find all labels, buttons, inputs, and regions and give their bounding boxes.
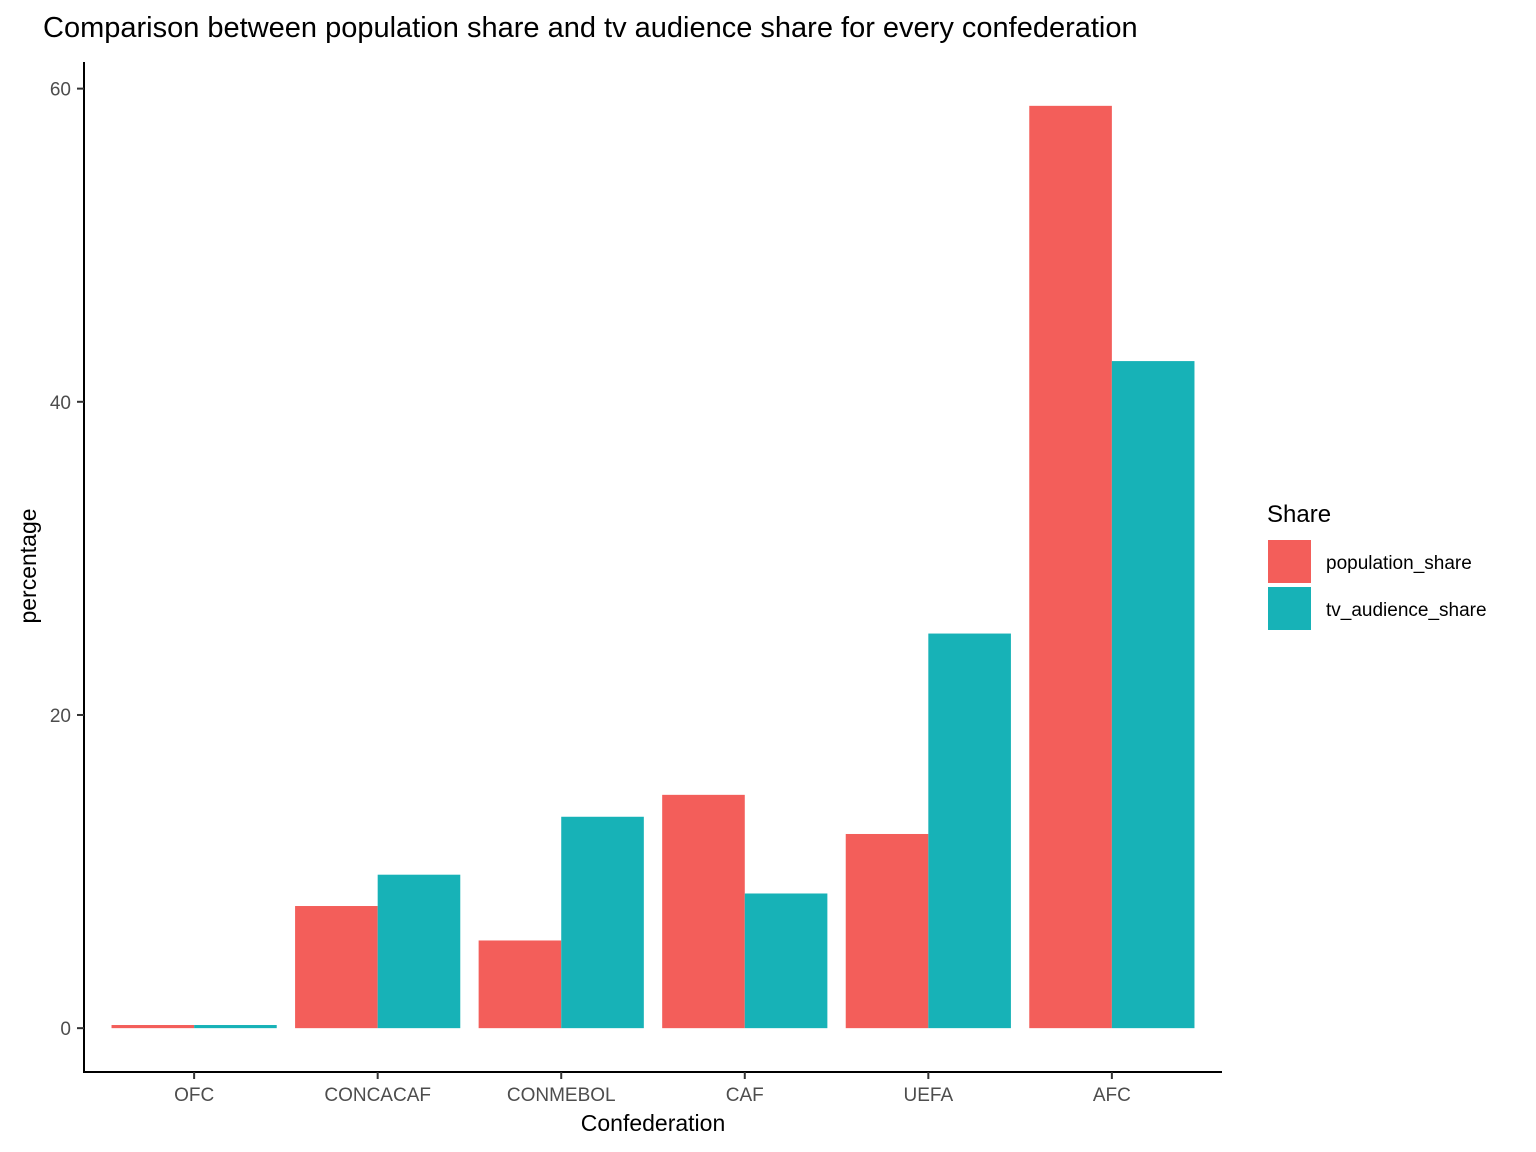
bar-population-share-conmebol — [478, 940, 562, 1029]
x-tick-label: CAF — [726, 1085, 764, 1106]
x-tick-label: CONCACAF — [324, 1085, 431, 1106]
x-axis-title: Confederation — [581, 1110, 726, 1136]
y-tick-label: 0 — [60, 1019, 71, 1040]
bar-population-share-uefa — [845, 833, 929, 1029]
bar-population-share-concacaf — [295, 906, 378, 1029]
y-tick-label: 20 — [50, 706, 71, 727]
bar-tv-audience-share-ofc — [194, 1025, 277, 1029]
bar-population-share-caf — [662, 794, 745, 1029]
y-ticks: 0 20 40 60 — [50, 80, 84, 1040]
x-tick-label: AFC — [1093, 1085, 1131, 1106]
legend-key-population-share — [1268, 540, 1311, 583]
legend: Share population_share tv_audience_share — [1267, 501, 1487, 630]
bar-tv-audience-share-concacaf — [377, 874, 461, 1029]
x-tick-label: UEFA — [904, 1085, 954, 1106]
legend-items: population_share tv_audience_share — [1268, 540, 1487, 630]
bar-tv-audience-share-caf — [744, 893, 828, 1029]
legend-label: population_share — [1326, 553, 1472, 574]
y-tick-label: 60 — [50, 80, 71, 101]
legend-title: Share — [1267, 501, 1331, 528]
legend-label: tv_audience_share — [1326, 600, 1487, 621]
bar-tv-audience-share-uefa — [928, 633, 1011, 1029]
y-axis-title: percentage — [15, 508, 41, 623]
x-ticks: OFC CONCACAF CONMEBOL CAF UEFA AFC — [174, 1072, 1131, 1106]
legend-key-tv-audience-share — [1268, 587, 1311, 630]
chart-title: Comparison between population share and … — [43, 12, 1138, 44]
x-tick-label: OFC — [174, 1085, 214, 1106]
bar-tv-audience-share-conmebol — [561, 816, 644, 1029]
y-tick-label: 40 — [50, 393, 71, 414]
bar-population-share-afc — [1029, 105, 1112, 1029]
bar-tv-audience-share-afc — [1111, 361, 1195, 1029]
bars-layer — [111, 105, 1195, 1029]
x-tick-label: CONMEBOL — [507, 1085, 616, 1106]
bar-population-share-ofc — [111, 1025, 195, 1029]
